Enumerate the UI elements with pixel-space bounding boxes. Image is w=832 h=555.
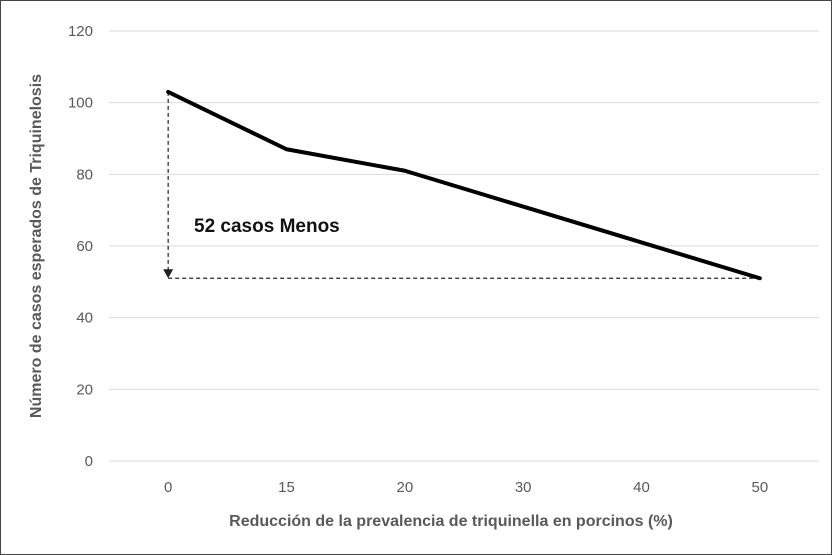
- y-axis-title: Número de casos esperados de Triquinelos…: [28, 74, 45, 418]
- y-tick-label: 20: [76, 381, 93, 398]
- y-tick-label: 0: [85, 453, 93, 470]
- x-tick-label: 20: [396, 479, 413, 496]
- y-tick-label: 80: [76, 166, 93, 183]
- y-axis-ticks: 0 20 40 60 80 100 120: [68, 23, 93, 470]
- y-tick-label: 120: [68, 23, 93, 40]
- x-tick-label: 0: [164, 479, 172, 496]
- y-tick-label: 40: [76, 310, 93, 327]
- x-tick-label: 15: [278, 479, 295, 496]
- x-tick-label: 50: [751, 479, 768, 496]
- x-tick-label: 40: [633, 479, 650, 496]
- gridlines: [109, 30, 819, 462]
- series-group: [166, 89, 762, 281]
- y-tick-label: 100: [68, 95, 93, 112]
- annotation-label: 52 casos Menos: [194, 216, 340, 237]
- series-line-0: [166, 89, 762, 281]
- annotation-group: [163, 91, 760, 279]
- x-tick-label: 30: [515, 479, 532, 496]
- y-tick-label: 60: [76, 238, 93, 255]
- x-axis-ticks: 0 15 20 30 40 50: [164, 479, 768, 496]
- annotation-arrowhead: [163, 269, 174, 279]
- x-axis-title: Reducción de la prevalencia de triquinel…: [229, 513, 673, 530]
